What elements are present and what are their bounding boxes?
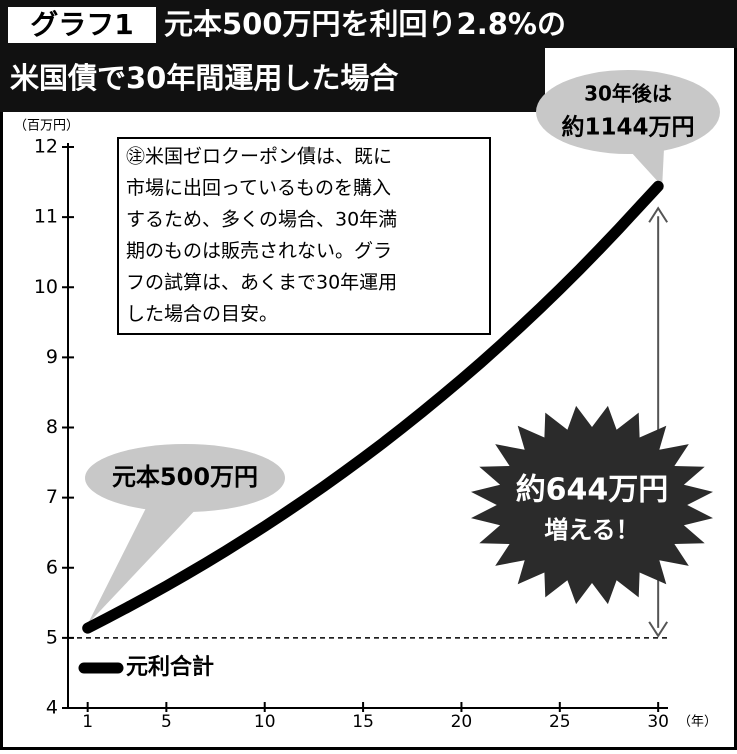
y-tick-label: 11 — [34, 206, 58, 228]
y-tick-label: 6 — [46, 556, 58, 578]
y-tick-label: 5 — [46, 626, 58, 648]
callout-start-bubble — [85, 444, 285, 512]
y-tick-label: 9 — [46, 346, 58, 368]
callout-end: 約1144万円 — [561, 114, 694, 141]
x-tick-label: 25 — [549, 712, 571, 732]
note-line: するため、多くの場合、30年満 — [126, 209, 397, 231]
title-line: 元本500万円を利回り2.8%の — [164, 7, 566, 41]
x-tick-label: 5 — [161, 712, 172, 732]
legend-label: 元利合計 — [126, 654, 214, 680]
burst — [471, 405, 713, 605]
y-unit: （百万円） — [14, 119, 79, 134]
note-line: ㊟米国ゼロクーポン債は、既に — [126, 146, 392, 168]
note-line: フの試算は、あくまで30年運用 — [126, 272, 397, 294]
y-tick-label: 8 — [46, 416, 58, 438]
x-tick-label: 1 — [82, 712, 93, 732]
x-tick-label: 15 — [352, 712, 374, 732]
y-tick-label: 10 — [34, 276, 58, 298]
note-box — [117, 137, 491, 335]
note-line: 期のものは販売されない。グラ — [126, 240, 392, 262]
title-tag: グラフ1 — [30, 8, 133, 41]
callout-start: 元本500万円 — [112, 463, 258, 491]
y-tick-label: 4 — [46, 697, 58, 719]
y-tick-label: 12 — [34, 136, 58, 158]
callout-start-bubble — [87, 500, 200, 625]
series-line — [82, 180, 664, 634]
burst-text: 約644万円 — [516, 473, 669, 508]
title-tag-box — [8, 7, 156, 43]
note-line: 市場に出回っているものを購入 — [126, 177, 391, 199]
x-tick-label: 10 — [254, 712, 276, 732]
callout-end-bubble — [536, 70, 720, 154]
title-bar — [0, 0, 737, 112]
callout-end: 30年後は — [584, 82, 672, 106]
note-line: した場合の目安。 — [126, 303, 278, 325]
title-line: 米国債で30年間運用した場合 — [10, 61, 398, 95]
x-tick-label: 20 — [451, 712, 473, 732]
x-unit: （年） — [678, 715, 717, 730]
x-tick-label: 30 — [647, 712, 669, 732]
gain-arrow-head — [648, 206, 669, 223]
burst-text: 増える！ — [544, 516, 639, 544]
gain-arrow-head — [648, 621, 669, 638]
y-tick-label: 7 — [46, 486, 58, 508]
